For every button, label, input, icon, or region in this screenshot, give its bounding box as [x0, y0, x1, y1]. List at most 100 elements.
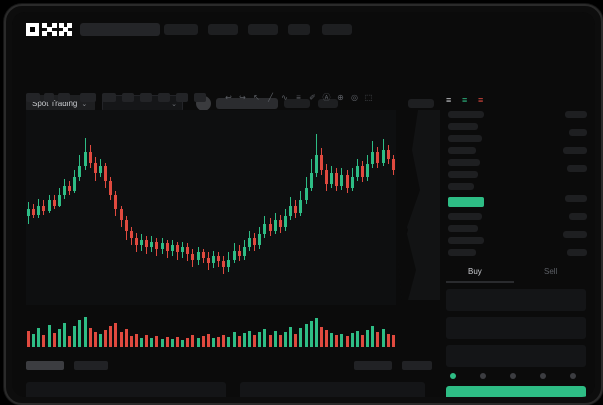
spot-trading-selector[interactable]: Spot Trading ⌄: [26, 95, 95, 112]
orderbook-header[interactable]: ≡ ≡ ≡: [446, 90, 494, 108]
fib-icon[interactable]: ≡: [296, 93, 301, 102]
orderbook-row[interactable]: [448, 111, 484, 118]
volume-bar: [304, 324, 308, 347]
volume-bar: [206, 333, 210, 347]
bottom-panel-right[interactable]: [240, 382, 425, 397]
pager-dot-3[interactable]: [540, 373, 546, 379]
order-field-0[interactable]: [446, 289, 586, 311]
volume-bar: [355, 331, 359, 347]
orderbook-row[interactable]: [448, 213, 482, 220]
brush-icon[interactable]: ✐: [309, 93, 316, 102]
nav-item-3[interactable]: [288, 24, 310, 35]
lock-icon[interactable]: ⬚: [364, 93, 373, 102]
chart-tool-block-5[interactable]: [122, 93, 134, 102]
order-field-2[interactable]: [446, 345, 586, 367]
bottom-panel-left[interactable]: [26, 382, 226, 397]
trendline-icon[interactable]: ╱: [268, 93, 273, 102]
orderbook-row[interactable]: [569, 213, 587, 220]
search-input[interactable]: [80, 23, 160, 36]
orderbook-row[interactable]: [448, 171, 478, 178]
volume-bar: [150, 338, 154, 347]
bottom-tab-1[interactable]: [74, 361, 108, 370]
nav-item-1[interactable]: [208, 24, 238, 35]
chart-tool-block-9[interactable]: [194, 93, 206, 102]
chart-tool-block-0[interactable]: [26, 93, 40, 102]
volume-bar: [217, 336, 221, 347]
nav-item-4[interactable]: [322, 24, 352, 35]
candle: [206, 257, 210, 264]
nav-item-0[interactable]: [164, 24, 198, 35]
candle: [78, 166, 82, 177]
bottom-tab-2[interactable]: [354, 361, 392, 370]
chart-tool-block-1[interactable]: [44, 93, 54, 102]
chart-tool-block-8[interactable]: [176, 93, 188, 102]
chart-tool-block-3[interactable]: [80, 93, 96, 102]
submit-order-button[interactable]: [446, 386, 586, 397]
candle: [191, 254, 195, 260]
volume-bar: [145, 335, 149, 347]
volume-histogram: [26, 312, 396, 347]
orderbook-all-icon[interactable]: ≡: [446, 95, 452, 105]
text-icon[interactable]: Ⓐ: [322, 93, 331, 102]
orderbook-row[interactable]: [567, 165, 587, 172]
orderbook-row[interactable]: [569, 129, 587, 136]
candle: [258, 234, 262, 246]
volume-bar: [98, 334, 102, 347]
volume-bar: [278, 335, 282, 347]
volume-bar: [93, 331, 97, 347]
best-price-highlight[interactable]: [448, 197, 484, 207]
orderbook-row[interactable]: [448, 135, 482, 142]
orderbook-row[interactable]: [563, 147, 587, 154]
chart-tool-block-7[interactable]: [158, 93, 170, 102]
candle: [268, 223, 272, 231]
chart-toolbar[interactable]: ↩ ↪ ↖ ╱ ∿ ≡ ✐ Ⓐ ⊕ ◎ ⬚: [26, 91, 396, 107]
pager-dot-4[interactable]: [570, 373, 576, 379]
order-field-1[interactable]: [446, 317, 586, 339]
cursor-icon[interactable]: ↖: [253, 93, 260, 102]
magnet-icon[interactable]: ◎: [351, 93, 358, 102]
candle: [155, 241, 159, 249]
bottom-tab-0[interactable]: [26, 361, 64, 370]
redo-icon[interactable]: ↪: [239, 93, 246, 102]
measure-icon[interactable]: ⊕: [337, 93, 344, 102]
tab-buy[interactable]: Buy: [468, 267, 482, 276]
nav-item-2[interactable]: [248, 24, 278, 35]
wave-icon[interactable]: ∿: [281, 93, 288, 102]
pager-dot-2[interactable]: [510, 373, 516, 379]
chart-tool-block-6[interactable]: [140, 93, 152, 102]
orderbook-row[interactable]: [565, 111, 587, 118]
candle: [366, 164, 370, 177]
orderbook-row[interactable]: [448, 123, 478, 130]
okx-logo[interactable]: [26, 23, 72, 36]
candle: [170, 245, 174, 251]
candle: [212, 255, 215, 264]
bottom-tab-3[interactable]: [402, 361, 432, 370]
undo-icon[interactable]: ↩: [225, 93, 232, 102]
orderbook-row[interactable]: [565, 195, 587, 202]
pager-dot-0[interactable]: [450, 373, 456, 379]
candle: [319, 155, 323, 170]
tab-sell[interactable]: Sell: [544, 267, 558, 276]
orderbook-row[interactable]: [448, 159, 480, 166]
candle: [217, 255, 221, 262]
candlestick-chart[interactable]: [26, 110, 396, 305]
orderbook-row[interactable]: [448, 225, 478, 232]
chevron-down-icon: ⌄: [171, 101, 177, 108]
candle: [57, 194, 61, 206]
candle: [160, 243, 164, 249]
orderbook-row[interactable]: [448, 147, 476, 154]
volume-bar: [283, 331, 287, 347]
orderbook-row[interactable]: [448, 237, 484, 244]
orderbook-bids-icon[interactable]: ≡: [462, 95, 468, 105]
pager-dot-1[interactable]: [480, 373, 486, 379]
candle: [196, 252, 200, 260]
orderbook-row[interactable]: [448, 183, 474, 190]
chart-tool-block-2[interactable]: [58, 93, 70, 102]
orderbook-row[interactable]: [567, 249, 587, 256]
chart-tool-block-4[interactable]: [102, 93, 116, 102]
candle: [181, 246, 185, 253]
candle: [62, 185, 66, 195]
orderbook-row[interactable]: [563, 231, 587, 238]
orderbook-row[interactable]: [448, 249, 476, 256]
orderbook-asks-icon[interactable]: ≡: [478, 95, 484, 105]
